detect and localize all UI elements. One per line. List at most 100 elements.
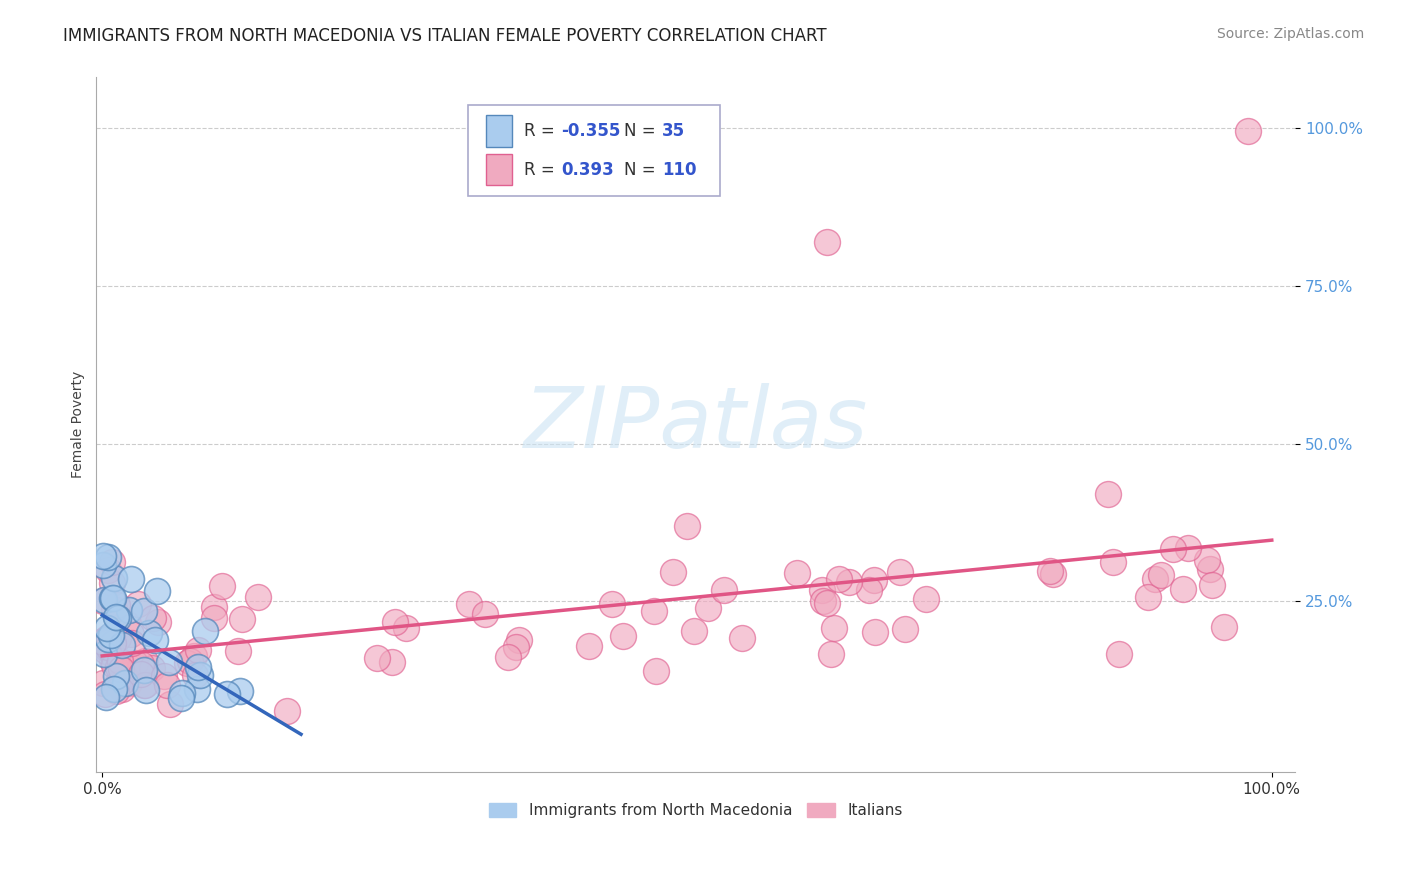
Point: [1171, 582, 1194, 596]
Point: [1213, 620, 1236, 634]
Text: Source: ZipAtlas.com: Source: ZipAtlas.com: [1216, 27, 1364, 41]
Point: [1150, 567, 1173, 582]
Point: [1177, 541, 1199, 556]
Text: ZIPatlas: ZIPatlas: [523, 384, 868, 467]
Point: [121, 636, 143, 650]
Point: [246, 591, 269, 605]
Bar: [486, 115, 512, 146]
Point: [101, 652, 124, 666]
Point: [101, 555, 124, 569]
Point: [644, 664, 666, 678]
Point: [697, 601, 720, 615]
Text: N =: N =: [624, 122, 661, 140]
Point: [217, 687, 239, 701]
Point: [107, 631, 129, 645]
Point: [100, 575, 122, 590]
Text: 110: 110: [662, 161, 697, 178]
FancyBboxPatch shape: [468, 105, 720, 195]
Point: [100, 627, 122, 641]
Point: [134, 654, 156, 668]
Point: [578, 639, 600, 653]
Text: N =: N =: [624, 161, 661, 178]
Point: [1163, 541, 1185, 556]
Point: [676, 518, 699, 533]
Point: [600, 597, 623, 611]
Point: [643, 604, 665, 618]
Point: [96, 690, 118, 704]
Point: [713, 582, 735, 597]
Point: [104, 684, 127, 698]
Point: [505, 640, 527, 655]
Point: [1097, 487, 1119, 501]
Point: [384, 615, 406, 629]
Point: [107, 610, 129, 624]
Point: [110, 655, 132, 669]
Point: [114, 675, 136, 690]
Point: [187, 642, 209, 657]
Point: [111, 681, 134, 696]
Point: [1195, 553, 1218, 567]
Point: [101, 591, 124, 605]
Point: [786, 566, 808, 581]
Point: [170, 690, 193, 705]
Point: [366, 650, 388, 665]
Point: [93, 638, 115, 652]
Point: [231, 612, 253, 626]
Point: [145, 583, 167, 598]
Point: [187, 660, 209, 674]
Point: [118, 676, 141, 690]
Point: [103, 571, 125, 585]
Point: [662, 565, 685, 579]
Point: [107, 677, 129, 691]
Point: [889, 565, 911, 579]
Point: [96, 632, 118, 646]
Point: [457, 597, 479, 611]
Point: [159, 697, 181, 711]
Point: [103, 657, 125, 672]
Point: [94, 644, 117, 658]
Point: [97, 632, 120, 646]
Point: [1102, 556, 1125, 570]
Point: [96, 620, 118, 634]
Point: [108, 677, 131, 691]
Point: [862, 573, 884, 587]
Point: [97, 563, 120, 577]
Point: [110, 672, 132, 686]
Point: [148, 615, 170, 630]
Point: [823, 621, 845, 635]
Point: [683, 624, 706, 638]
Text: IMMIGRANTS FROM NORTH MACEDONIA VS ITALIAN FEMALE POVERTY CORRELATION CHART: IMMIGRANTS FROM NORTH MACEDONIA VS ITALI…: [63, 27, 827, 45]
Text: R =: R =: [524, 122, 561, 140]
Point: [93, 594, 115, 608]
Point: [838, 574, 860, 589]
Point: [894, 622, 917, 636]
Point: [111, 638, 134, 652]
Point: [134, 663, 156, 677]
Point: [179, 654, 201, 668]
Point: [104, 669, 127, 683]
Point: [496, 649, 519, 664]
Y-axis label: Female Poverty: Female Poverty: [72, 371, 86, 478]
Text: 0.393: 0.393: [561, 161, 614, 178]
Point: [395, 621, 418, 635]
Point: [103, 602, 125, 616]
Point: [93, 634, 115, 648]
Point: [97, 550, 120, 565]
Point: [815, 235, 838, 249]
Point: [143, 633, 166, 648]
Point: [105, 598, 128, 612]
Point: [105, 610, 128, 624]
Point: [811, 582, 834, 597]
Point: [1237, 124, 1260, 138]
Point: [156, 678, 179, 692]
Point: [93, 592, 115, 607]
Point: [135, 683, 157, 698]
Point: [129, 657, 152, 672]
Point: [176, 656, 198, 670]
Point: [612, 629, 634, 643]
Point: [858, 583, 880, 598]
Point: [134, 678, 156, 692]
Point: [815, 596, 838, 610]
Point: [172, 686, 194, 700]
Point: [153, 669, 176, 683]
